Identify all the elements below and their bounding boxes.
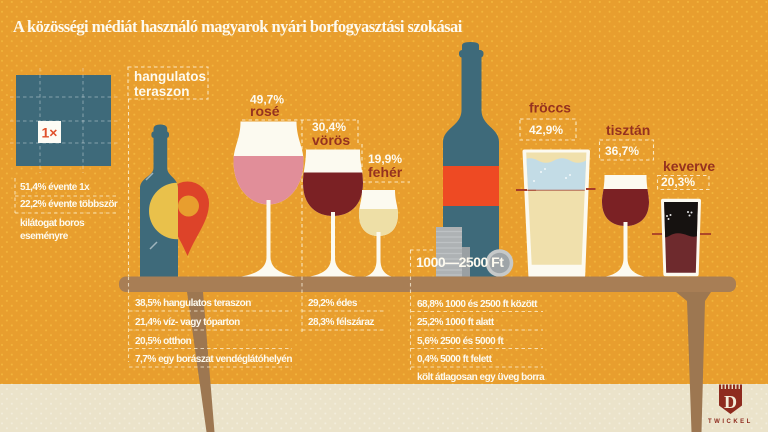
svg-text:A közösségi médiát használó ma: A közösségi médiát használó magyarok nyá… bbox=[13, 17, 463, 36]
svg-text:19,9%: 19,9% bbox=[368, 152, 402, 166]
svg-text:38,5% hangulatos teraszon: 38,5% hangulatos teraszon bbox=[135, 298, 251, 309]
svg-text:vörös: vörös bbox=[312, 132, 350, 148]
svg-text:30,4%: 30,4% bbox=[312, 120, 346, 134]
svg-text:20,5% otthon: 20,5% otthon bbox=[135, 336, 192, 347]
svg-text:28,3% félszáraz: 28,3% félszáraz bbox=[308, 317, 374, 328]
svg-text:TWICKEL: TWICKEL bbox=[708, 419, 753, 425]
svg-text:22,2% évente többször: 22,2% évente többször bbox=[20, 199, 118, 210]
svg-text:25,2% 1000 ft alatt: 25,2% 1000 ft alatt bbox=[417, 317, 495, 328]
svg-text:5,6% 2500 és 5000 ft: 5,6% 2500 és 5000 ft bbox=[417, 336, 504, 347]
svg-text:29,2% édes: 29,2% édes bbox=[308, 298, 358, 309]
svg-text:eseményre: eseményre bbox=[20, 231, 69, 242]
svg-text:0,4% 5000 ft felett: 0,4% 5000 ft felett bbox=[417, 354, 493, 365]
svg-text:fehér: fehér bbox=[368, 164, 403, 180]
svg-text:36,7%: 36,7% bbox=[605, 144, 639, 158]
svg-text:1000—2500 Ft: 1000—2500 Ft bbox=[416, 254, 504, 270]
svg-text:7,7% egy borászat vendéglátóhe: 7,7% egy borászat vendéglátóhelyén bbox=[135, 354, 292, 365]
svg-text:keverve: keverve bbox=[663, 158, 715, 174]
svg-text:42,9%: 42,9% bbox=[529, 123, 563, 137]
svg-text:teraszon: teraszon bbox=[134, 84, 190, 99]
svg-text:49,7%: 49,7% bbox=[250, 93, 284, 107]
svg-text:költ átlagosan egy üveg borra: költ átlagosan egy üveg borra bbox=[417, 372, 545, 383]
svg-text:68,8% 1000 és 2500 ft között: 68,8% 1000 és 2500 ft között bbox=[417, 299, 538, 310]
svg-text:21,4% víz- vagy tóparton: 21,4% víz- vagy tóparton bbox=[135, 317, 240, 328]
svg-text:fröccs: fröccs bbox=[529, 100, 571, 116]
svg-text:kilátogat boros: kilátogat boros bbox=[20, 218, 85, 229]
svg-text:1×: 1× bbox=[42, 125, 58, 141]
svg-text:20,3%: 20,3% bbox=[661, 175, 695, 189]
svg-text:tisztán: tisztán bbox=[606, 122, 650, 138]
svg-text:D: D bbox=[724, 392, 737, 412]
svg-text:51,4% évente 1x: 51,4% évente 1x bbox=[20, 182, 90, 193]
svg-text:hangulatos: hangulatos bbox=[134, 69, 206, 84]
svg-text:rosé: rosé bbox=[250, 103, 280, 119]
